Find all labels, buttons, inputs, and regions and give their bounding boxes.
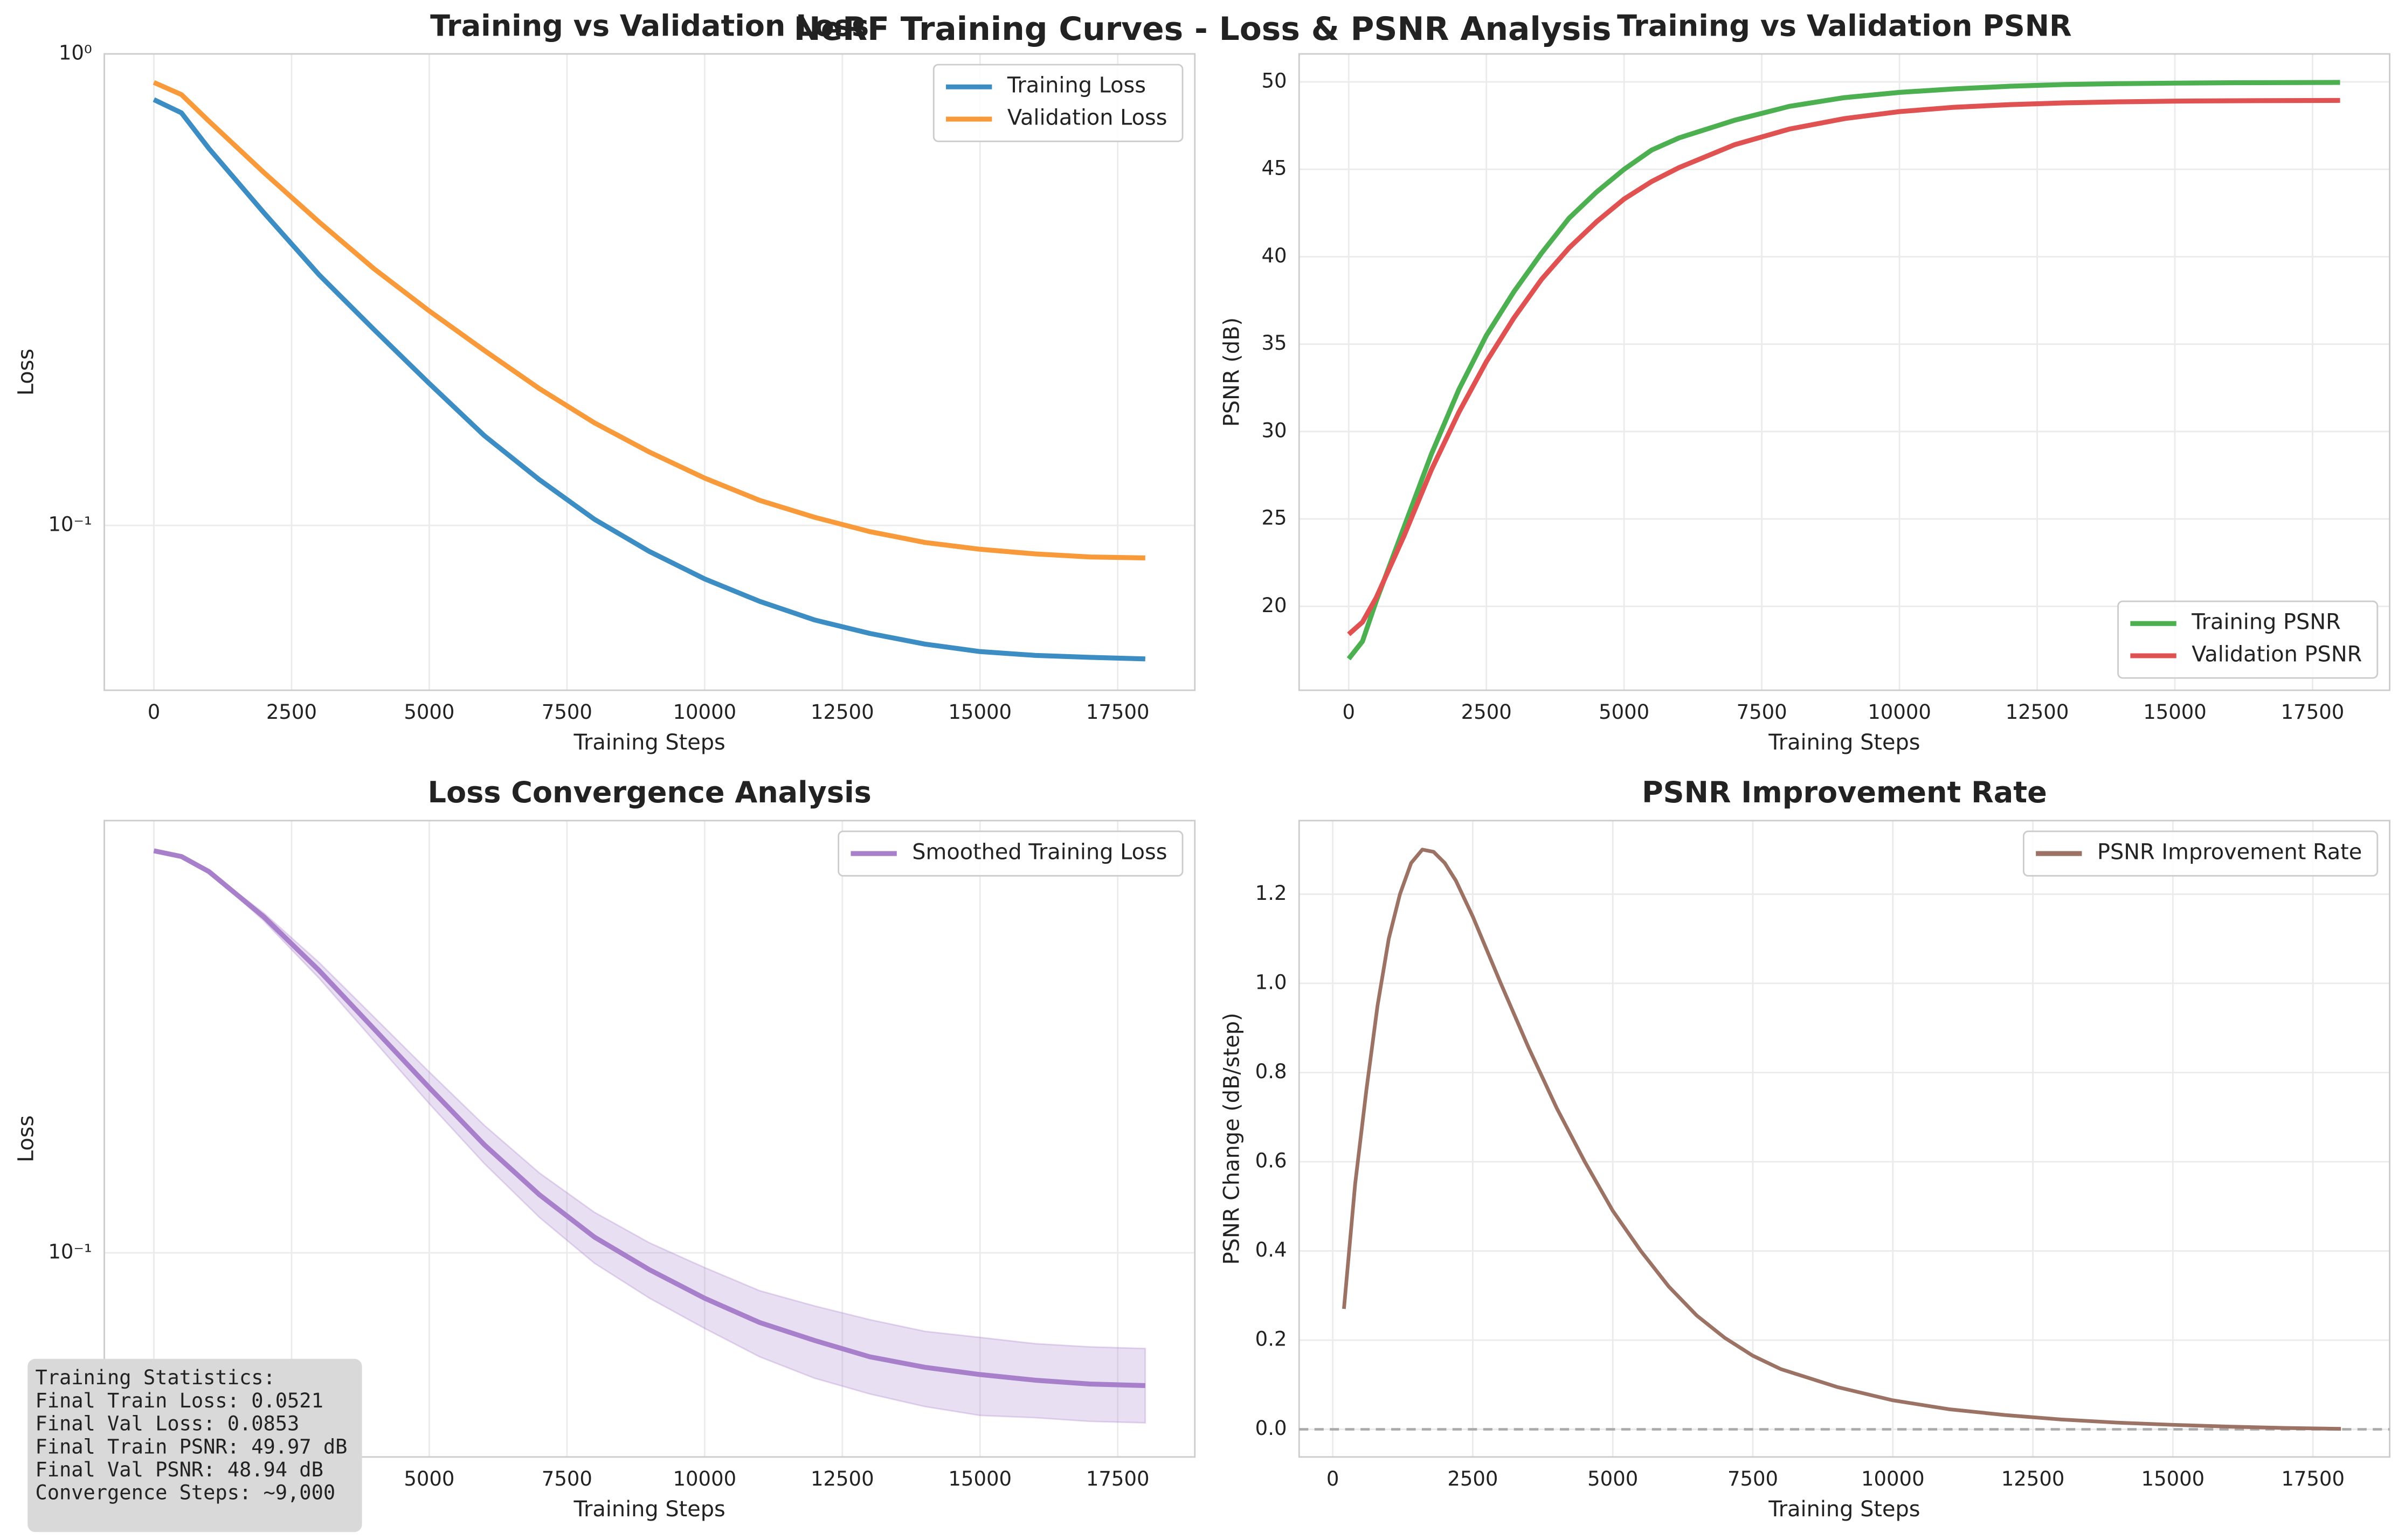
- legend-box: [838, 830, 1184, 877]
- series-line: [153, 80, 1145, 561]
- x-tick-label: 5000: [404, 1467, 454, 1490]
- plot-area: [104, 54, 1195, 691]
- y-tick-label: 45: [1261, 157, 1287, 180]
- y-tick-label: 0.0: [1255, 1417, 1287, 1440]
- y-tick-label: 10⁰: [59, 41, 92, 65]
- x-tick-label: 0: [1326, 1467, 1339, 1490]
- plot-area: [1299, 54, 2390, 691]
- legend-label: Validation PSNR: [2192, 642, 2362, 667]
- y-axis-label: PSNR (dB): [1219, 317, 1244, 427]
- y-axis-label: Loss: [14, 1115, 39, 1162]
- y-tick-label: 1.2: [1255, 882, 1287, 905]
- x-tick-label: 17500: [2281, 1467, 2345, 1490]
- x-tick-label: 12500: [811, 700, 874, 724]
- x-tick-label: 12500: [2006, 700, 2069, 724]
- legend: PSNR Improvement Rate: [2022, 830, 2379, 877]
- axes-frame: [1298, 53, 2390, 691]
- x-tick-label: 7500: [542, 700, 592, 724]
- x-tick-label: 2500: [1461, 700, 1512, 724]
- axes-frame: [103, 53, 1196, 691]
- series-line: [153, 97, 1145, 662]
- legend: Training PSNR Validation PSNR: [2117, 600, 2379, 679]
- x-tick-label: 10000: [673, 700, 736, 724]
- y-tick-label: 30: [1261, 419, 1287, 442]
- y-tick-label: 20: [1261, 594, 1287, 617]
- x-tick-label: 10000: [1868, 700, 1931, 724]
- y-tick-label: 50: [1261, 69, 1287, 92]
- legend-label: PSNR Improvement Rate: [2097, 840, 2362, 865]
- x-tick-label: 17500: [2281, 700, 2345, 724]
- x-tick-label: 15000: [2143, 700, 2207, 724]
- legend-label: Training PSNR: [2191, 610, 2341, 635]
- x-tick-label: 12500: [2001, 1467, 2065, 1490]
- x-tick-label: 7500: [1737, 700, 1787, 724]
- series-line: [1346, 80, 2340, 661]
- y-tick-label: 40: [1261, 244, 1287, 267]
- legend-label: Validation Loss: [1007, 106, 1167, 130]
- series-line: [1342, 848, 2341, 1431]
- legend-label: Training Loss: [1007, 73, 1146, 98]
- y-tick-label: 10⁻¹: [48, 1240, 92, 1264]
- series-line: [153, 848, 1145, 1388]
- y-tick-label: 10⁻¹: [48, 513, 92, 536]
- stats-box: [27, 1358, 362, 1532]
- x-tick-label: 12500: [811, 1467, 874, 1490]
- x-tick-label: 5000: [1599, 700, 1649, 724]
- y-tick-label: 0.6: [1255, 1149, 1287, 1173]
- x-axis-label: Training Steps: [1768, 1497, 1920, 1522]
- subplot-title: Training vs Validation PSNR: [1617, 9, 2072, 43]
- x-tick-label: 0: [148, 700, 161, 724]
- y-tick-label: 0.8: [1255, 1060, 1287, 1083]
- x-tick-label: 7500: [542, 1467, 592, 1490]
- plot-area: [104, 820, 1195, 1457]
- x-axis-label: Training Steps: [1768, 730, 1920, 755]
- x-tick-label: 17500: [1086, 1467, 1150, 1490]
- legend-label: Smoothed Training Loss: [912, 840, 1167, 865]
- x-tick-label: 15000: [948, 700, 1012, 724]
- x-tick-label: 0: [1342, 700, 1355, 724]
- stats-line: Convergence Steps: ~9,000: [35, 1481, 335, 1504]
- subplot-title: Training vs Validation Loss: [430, 9, 869, 43]
- y-tick-label: 1.0: [1255, 970, 1287, 994]
- y-tick-label: 25: [1261, 507, 1287, 530]
- plot-area: [1299, 820, 2390, 1457]
- y-tick-label: 0.2: [1255, 1328, 1287, 1351]
- x-tick-label: 7500: [1727, 1467, 1778, 1490]
- legend-box: [2022, 830, 2379, 877]
- y-axis-label: PSNR Change (dB/step): [1219, 1012, 1244, 1265]
- x-tick-label: 17500: [1086, 700, 1150, 724]
- stats-line: Final Train PSNR: 49.97 dB: [35, 1435, 347, 1458]
- subplot-title: PSNR Improvement Rate: [1642, 775, 2047, 809]
- x-tick-label: 5000: [1587, 1467, 1638, 1490]
- x-axis-label: Training Steps: [573, 1497, 725, 1522]
- x-tick-label: 2500: [1447, 1467, 1498, 1490]
- x-tick-label: 10000: [1861, 1467, 1925, 1490]
- axes-frame: [1298, 820, 2390, 1458]
- x-tick-label: 10000: [673, 1467, 736, 1490]
- x-axis-label: Training Steps: [573, 730, 725, 755]
- y-tick-label: 0.4: [1255, 1238, 1287, 1261]
- subplot-title: Loss Convergence Analysis: [428, 775, 872, 809]
- figure-title: NeRF Training Curves - Loss & PSNR Analy…: [794, 11, 1612, 48]
- series-line: [1347, 98, 2340, 636]
- x-tick-label: 15000: [2141, 1467, 2205, 1490]
- legend: Training Loss Validation Loss: [932, 64, 1184, 142]
- y-axis-label: Loss: [14, 349, 39, 396]
- stats-line: Final Val PSNR: 48.94 dB: [35, 1458, 323, 1481]
- x-tick-label: 5000: [404, 700, 454, 724]
- stats-line: Final Train Loss: 0.0521: [35, 1389, 323, 1412]
- x-tick-label: 15000: [948, 1467, 1012, 1490]
- x-tick-label: 2500: [266, 700, 317, 724]
- axes-frame: [103, 820, 1196, 1458]
- legend: Smoothed Training Loss: [838, 830, 1184, 877]
- stats-line: Final Val Loss: 0.0853: [35, 1412, 299, 1435]
- stats-line: Training Statistics:: [35, 1366, 275, 1389]
- y-tick-label: 35: [1261, 331, 1287, 355]
- legend-box: [2117, 600, 2379, 679]
- legend-box: [932, 64, 1184, 142]
